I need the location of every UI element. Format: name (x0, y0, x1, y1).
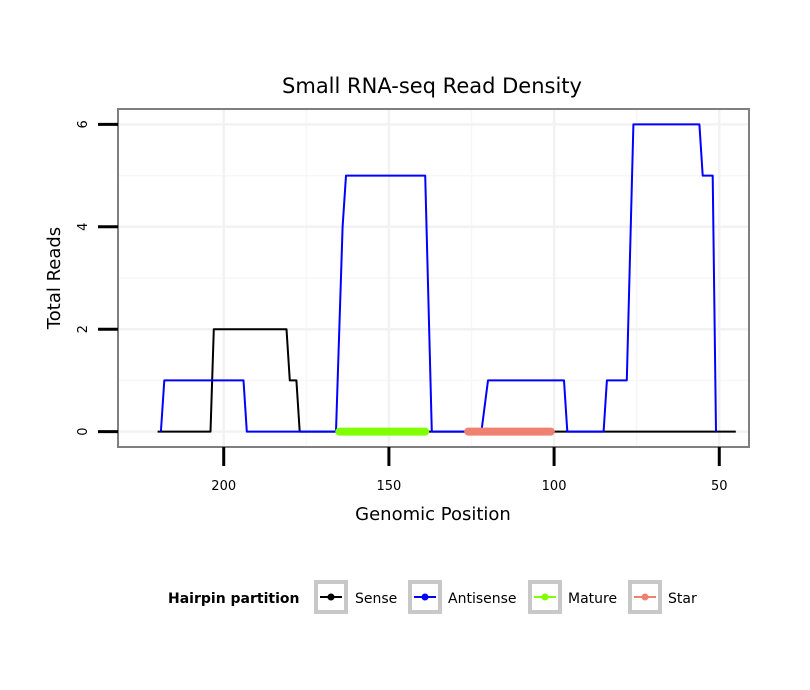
plot-border (117, 108, 750, 448)
y-tick-label: 0 (76, 427, 91, 435)
legend: Hairpin partition Sense Antisense Mature St… (168, 580, 697, 614)
legend-dot-mature (541, 593, 549, 601)
x-axis: 200 150 100 50 (211, 447, 728, 494)
y-axis: 0 2 4 6 (76, 120, 118, 436)
y-tick-label: 4 (76, 223, 91, 231)
y-axis-label: Total Reads (44, 227, 65, 330)
legend-dot-antisense (421, 593, 429, 601)
legend-label-sense: Sense (355, 591, 397, 607)
legend-title: Hairpin partition (168, 591, 299, 607)
x-tick-label: 150 (376, 479, 401, 494)
legend-label-star: Star (668, 591, 697, 607)
x-tick-label: 200 (211, 479, 236, 494)
x-axis-label: Genomic Position (355, 504, 511, 525)
y-tick-label: 2 (76, 325, 91, 333)
x-tick-label: 50 (711, 479, 728, 494)
x-tick-label: 100 (542, 479, 567, 494)
y-tick-label: 6 (76, 120, 91, 128)
series-line-antisense (159, 123, 717, 433)
legend-dot-sense (327, 593, 335, 601)
series-line-sense (157, 328, 736, 433)
legend-dot-star (641, 593, 649, 601)
legend-label-antisense: Antisense (448, 591, 517, 607)
legend-label-mature: Mature (568, 591, 617, 607)
series-layer (157, 123, 736, 436)
chart-title: Small RNA-seq Read Density (282, 74, 582, 98)
